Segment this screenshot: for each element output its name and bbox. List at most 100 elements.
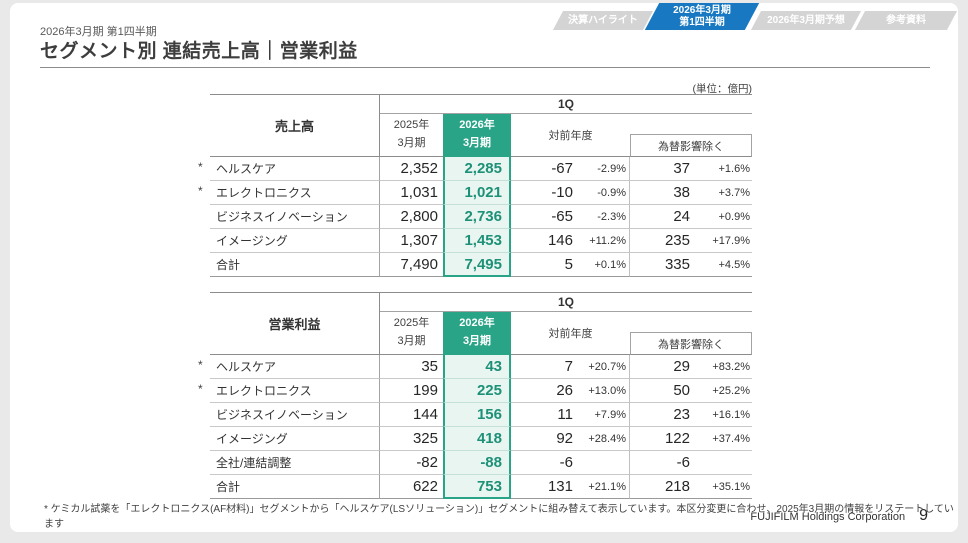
- unit-label: (単位：億円): [692, 83, 753, 95]
- prev-year-value-cell: 2,800: [380, 205, 443, 229]
- prev-year-header-line1: 2025年: [393, 119, 430, 132]
- yoy-value-cell: 5: [511, 253, 583, 277]
- prev-year-value-cell: 2,352: [380, 157, 443, 181]
- prev-year-value-cell: 7,490: [380, 253, 443, 277]
- current-year-value-cell: 7,495: [443, 253, 511, 277]
- tab-label: 2026年3月期予想: [767, 15, 845, 27]
- table-title: 売上高: [210, 94, 380, 157]
- current-year-header-line2: 3月期: [462, 335, 492, 347]
- prev-year-value-cell: 144: [380, 403, 443, 427]
- fx-excluded-percent-cell: [700, 451, 752, 475]
- segment-label: ビジネスイノベーション: [216, 408, 348, 422]
- tab-label: 2026年3月期 第1四半期: [673, 5, 731, 29]
- footnote-asterisk: *: [198, 160, 203, 174]
- slide-footer: FUJIFILM Holdings Corporation 9: [750, 507, 928, 525]
- fx-excluded-value-cell: 50: [630, 379, 700, 403]
- prev-year-header-line1: 2025年: [393, 317, 430, 330]
- segment-label-cell: * エレクトロニクス: [198, 181, 380, 205]
- page-title: セグメント別 連結売上高｜営業利益: [40, 41, 358, 62]
- tab-label-line: 2026年3月期: [673, 4, 731, 16]
- current-year-value-cell: 225: [443, 379, 511, 403]
- fx-excluded-percent-cell: +35.1%: [700, 475, 752, 499]
- prev-year-column-header: 2025年 3月期: [380, 114, 443, 157]
- quarter-group-header: 1Q: [380, 94, 752, 114]
- yoy-value-cell: -6: [511, 451, 583, 475]
- prev-year-value-cell: 199: [380, 379, 443, 403]
- segment-label-cell: * ヘルスケア: [198, 157, 380, 181]
- current-year-value-cell: 1,453: [443, 229, 511, 253]
- company-name: FUJIFILM Holdings Corporation: [750, 511, 906, 523]
- current-year-value-cell: -88: [443, 451, 511, 475]
- fx-excluded-percent-cell: +4.5%: [700, 253, 752, 277]
- revenue-table: 売上高 1Q 2025年 3月期 2026年 3月期 対前年度 為替影響除く *…: [198, 94, 752, 277]
- tab-label-line: 決算ハイライト: [568, 14, 638, 26]
- segment-label-cell: * イメージング: [210, 427, 380, 451]
- yoy-percent-cell: +11.2%: [583, 229, 630, 253]
- fx-excluded-percent-cell: +25.2%: [700, 379, 752, 403]
- nav-tab-1[interactable]: 決算ハイライト: [552, 11, 654, 30]
- fx-excluded-percent-cell: +1.6%: [700, 157, 752, 181]
- segment-label-cell: * イメージング: [210, 229, 380, 253]
- tab-label-line: 2026年3月期予想: [767, 14, 845, 26]
- yoy-value-cell: 7: [511, 355, 583, 379]
- tab-label-line: 第1四半期: [679, 16, 725, 28]
- yoy-percent-cell: -0.9%: [583, 181, 630, 205]
- prev-year-value-cell: 325: [380, 427, 443, 451]
- yoy-column-header: 対前年度: [511, 312, 630, 355]
- yoy-percent-cell: +21.1%: [583, 475, 630, 499]
- nav-tab-4[interactable]: 参考資料: [854, 11, 958, 30]
- current-year-header-line1: 2026年: [459, 317, 495, 330]
- segment-label: イメージング: [216, 234, 288, 248]
- prev-year-value-cell: 622: [380, 475, 443, 499]
- footnote-asterisk: *: [198, 184, 203, 198]
- fx-excluded-percent-cell: +37.4%: [700, 427, 752, 451]
- nav-tabs: 決算ハイライト 2026年3月期 第1四半期 2026年3月期予想 参考資料: [552, 3, 958, 30]
- nav-tab-2[interactable]: 2026年3月期 第1四半期: [644, 3, 760, 30]
- footnote-asterisk: *: [198, 382, 203, 396]
- yoy-value-cell: 26: [511, 379, 583, 403]
- prev-year-value-cell: 1,031: [380, 181, 443, 205]
- current-year-value-cell: 2,285: [443, 157, 511, 181]
- segment-label: 合計: [216, 258, 241, 272]
- fx-excluded-value-cell: 37: [630, 157, 700, 181]
- footnote: * ケミカル試薬を「エレクトロニクス(AF材料)」セグメントから「ヘルスケア(L…: [44, 504, 954, 530]
- fx-excluded-value-cell: -6: [630, 451, 700, 475]
- yoy-percent-cell: +20.7%: [583, 355, 630, 379]
- yoy-value-cell: 92: [511, 427, 583, 451]
- current-year-value-cell: 2,736: [443, 205, 511, 229]
- table-title: 営業利益: [210, 292, 380, 355]
- yoy-percent-cell: +13.0%: [583, 379, 630, 403]
- fx-excluded-percent-cell: +16.1%: [700, 403, 752, 427]
- operating-income-table: 営業利益 1Q 2025年 3月期 2026年 3月期 対前年度 為替影響除く …: [198, 292, 752, 499]
- footnote-asterisk: *: [198, 358, 203, 372]
- title-divider: [40, 67, 930, 68]
- fx-excluded-percent-cell: +0.9%: [700, 205, 752, 229]
- yoy-value-cell: 11: [511, 403, 583, 427]
- fx-excluded-value-cell: 235: [630, 229, 700, 253]
- segment-label: エレクトロニクス: [216, 186, 312, 200]
- segment-label: ビジネスイノベーション: [216, 210, 348, 224]
- tab-label: 決算ハイライト: [568, 15, 638, 27]
- page-number: 9: [919, 507, 928, 524]
- fx-excluded-value-cell: 24: [630, 205, 700, 229]
- fx-excluded-value-cell: 335: [630, 253, 700, 277]
- slide-subtitle: 2026年3月期 第1四半期: [40, 26, 157, 38]
- fx-excluded-value-cell: 23: [630, 403, 700, 427]
- current-year-value-cell: 418: [443, 427, 511, 451]
- segment-label-cell: * エレクトロニクス: [198, 379, 380, 403]
- fx-excluded-value-cell: 29: [630, 355, 700, 379]
- nav-tab-3[interactable]: 2026年3月期予想: [750, 11, 862, 30]
- fx-excluded-value-cell: 122: [630, 427, 700, 451]
- yoy-value-cell: -67: [511, 157, 583, 181]
- segment-label: エレクトロニクス: [216, 384, 312, 398]
- fx-excluded-percent-cell: +3.7%: [700, 181, 752, 205]
- current-year-column-header: 2026年 3月期: [443, 114, 511, 157]
- yoy-value-cell: 131: [511, 475, 583, 499]
- prev-year-header-line2: 3月期: [397, 335, 426, 347]
- segment-label: 合計: [216, 480, 241, 494]
- prev-year-column-header: 2025年 3月期: [380, 312, 443, 355]
- fx-excluded-percent-cell: +83.2%: [700, 355, 752, 379]
- tab-label: 参考資料: [886, 15, 926, 27]
- quarter-group-header: 1Q: [380, 292, 752, 312]
- current-year-value-cell: 156: [443, 403, 511, 427]
